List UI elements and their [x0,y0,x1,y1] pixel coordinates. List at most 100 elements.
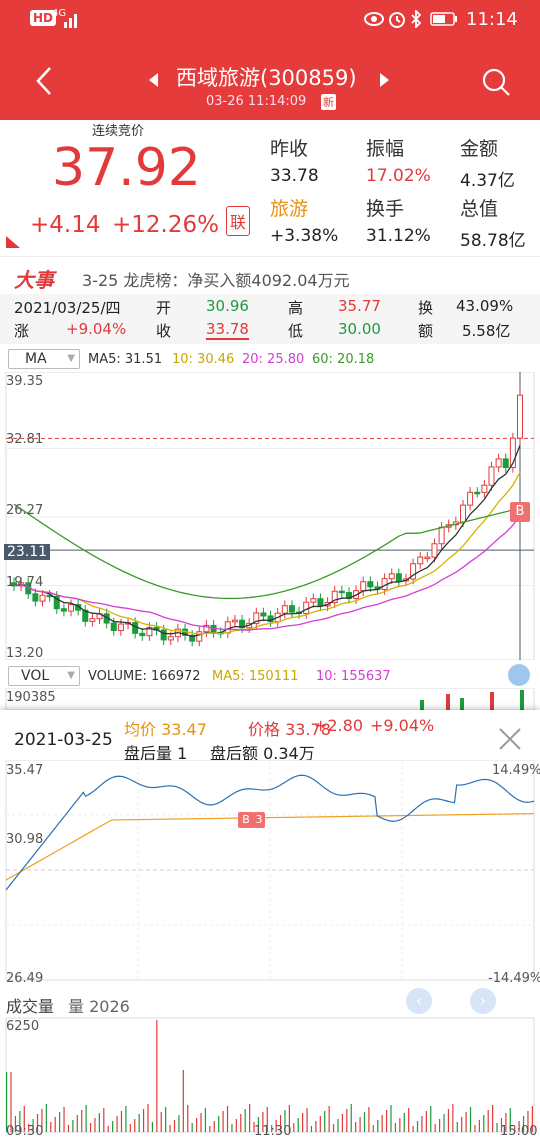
expand-icon[interactable] [508,664,530,686]
intraday-volume-bar [439,1119,441,1132]
next-stock-icon[interactable] [378,72,390,88]
k-y-3: 26.27 [6,503,44,518]
status-time: 11:14 [466,9,518,30]
intraday-change-pct: +9.04% [370,716,435,735]
candle-body [239,619,246,629]
app-header: HD 4G 11:14 西域旅游(300859) 03-26 11:14:09 … [0,0,540,120]
intraday-count-marker[interactable]: 3 [253,812,265,828]
open-value: 30.96 [206,297,249,315]
intraday-volume-bar [288,1105,290,1132]
new-badge: 新 [321,94,336,110]
intraday-volume-bar [452,1104,454,1132]
intraday-volume-bar [187,1105,189,1132]
day-date: 2021/03/25/四 [14,299,121,317]
prev-stock-icon[interactable] [148,72,160,88]
intraday-volume-bar [381,1115,383,1132]
high-value: 35.77 [338,297,381,315]
intraday-volume-bar [271,1125,273,1132]
i-y-mid: 30.98 [6,832,44,847]
k-y-4: 19.74 [6,575,44,590]
intraday-volume-bar [178,1115,180,1132]
candle-body [438,526,445,545]
intraday-volume-bar [372,1125,374,1132]
avg-price-line [5,813,535,881]
candle-body [189,634,196,642]
after-hours-amount: 盘后额 0.34万 [210,744,315,763]
event-tag: 大事 [14,268,54,292]
prev-day-icon[interactable]: ‹ [406,988,432,1014]
intraday-volume-bar [332,1124,335,1132]
intraday-volume-bar [240,1114,242,1132]
ma20-legend: 20: 25.80 [242,352,305,367]
intraday-volume-bar [461,1117,463,1132]
intraday-volume-bar [443,1114,445,1132]
intraday-buy-marker[interactable]: B [238,812,254,828]
intraday-volume-bar [107,1126,109,1132]
candlestick-chart[interactable] [0,372,540,660]
volume-bar [446,694,450,710]
candle-body [231,619,238,623]
ma10-line [13,472,521,635]
intraday-volume-bar [425,1111,427,1132]
candle-body [317,598,324,607]
chart-frame [5,372,535,660]
intraday-chart[interactable] [0,760,540,1140]
intraday-volume-bar [249,1104,251,1132]
intraday-volume-bar [487,1110,489,1132]
stat-label: 振幅 [366,138,405,160]
close-icon[interactable] [498,727,522,751]
ma-select[interactable]: MA ▼ [8,349,80,369]
candle-body [417,556,424,565]
eye-icon [364,12,384,26]
intraday-volume-bar [522,1116,525,1132]
stat-label: 换手 [366,198,405,220]
candle-body [60,608,67,612]
low-value: 30.00 [338,320,381,338]
intraday-volume-bar [368,1107,370,1132]
high-label: 高 [288,299,304,317]
price-change: +4.14 [30,212,101,238]
next-day-icon[interactable]: › [470,988,496,1014]
candle-body [367,581,374,588]
k-y-bottom: 13.20 [6,646,44,661]
linked-button[interactable]: 联 [226,206,251,236]
stat-value: 33.78 [270,166,319,186]
intraday-volume-bar [129,1124,131,1132]
candle-body [303,601,310,615]
intraday-volume-bar [165,1107,167,1132]
intraday-volume-bar [103,1108,105,1132]
event-bar[interactable]: 大事 3-25 龙虎榜：净买入额4092.04万元 [0,256,540,296]
volume-frame [5,688,535,710]
candle-body [360,581,367,592]
corner-triangle-icon [6,236,20,248]
intraday-volume-bar [434,1124,436,1132]
intraday-volume-bar [116,1116,118,1132]
vol-y-top: 190385 [6,690,56,705]
intraday-volume-bar [213,1121,215,1132]
intraday-volume-bar [76,1115,78,1132]
candle-body [331,590,338,604]
candle-body [310,598,317,603]
back-icon[interactable] [34,66,54,96]
intraday-volume-bar [324,1111,326,1132]
intraday-volume-bar [262,1112,264,1132]
vol-select[interactable]: VOL ▼ [8,666,80,686]
buy-marker[interactable]: B [510,502,530,522]
after-hours-volume: 盘后量 1 [124,744,188,763]
intraday-volume-bar [226,1106,229,1132]
intraday-volume-bar [319,1116,321,1132]
intraday-volume-bar [222,1111,224,1132]
last-trade-price: 价格 33.78 [248,720,331,739]
intraday-volume-bar [293,1123,295,1132]
volume-bar [520,690,524,710]
intraday-volume-bar [474,1125,476,1132]
intraday-volume-bar [483,1115,485,1132]
intraday-volume-bar [138,1114,140,1132]
i-y-top: 35.47 [6,763,44,778]
volume-bar [490,692,494,710]
intraday-volume-bar [54,1117,56,1132]
search-icon[interactable] [480,66,512,98]
intraday-volume-bar [363,1112,366,1132]
intraday-volume-bar [496,1123,498,1132]
intraday-volume-bar [275,1120,277,1132]
